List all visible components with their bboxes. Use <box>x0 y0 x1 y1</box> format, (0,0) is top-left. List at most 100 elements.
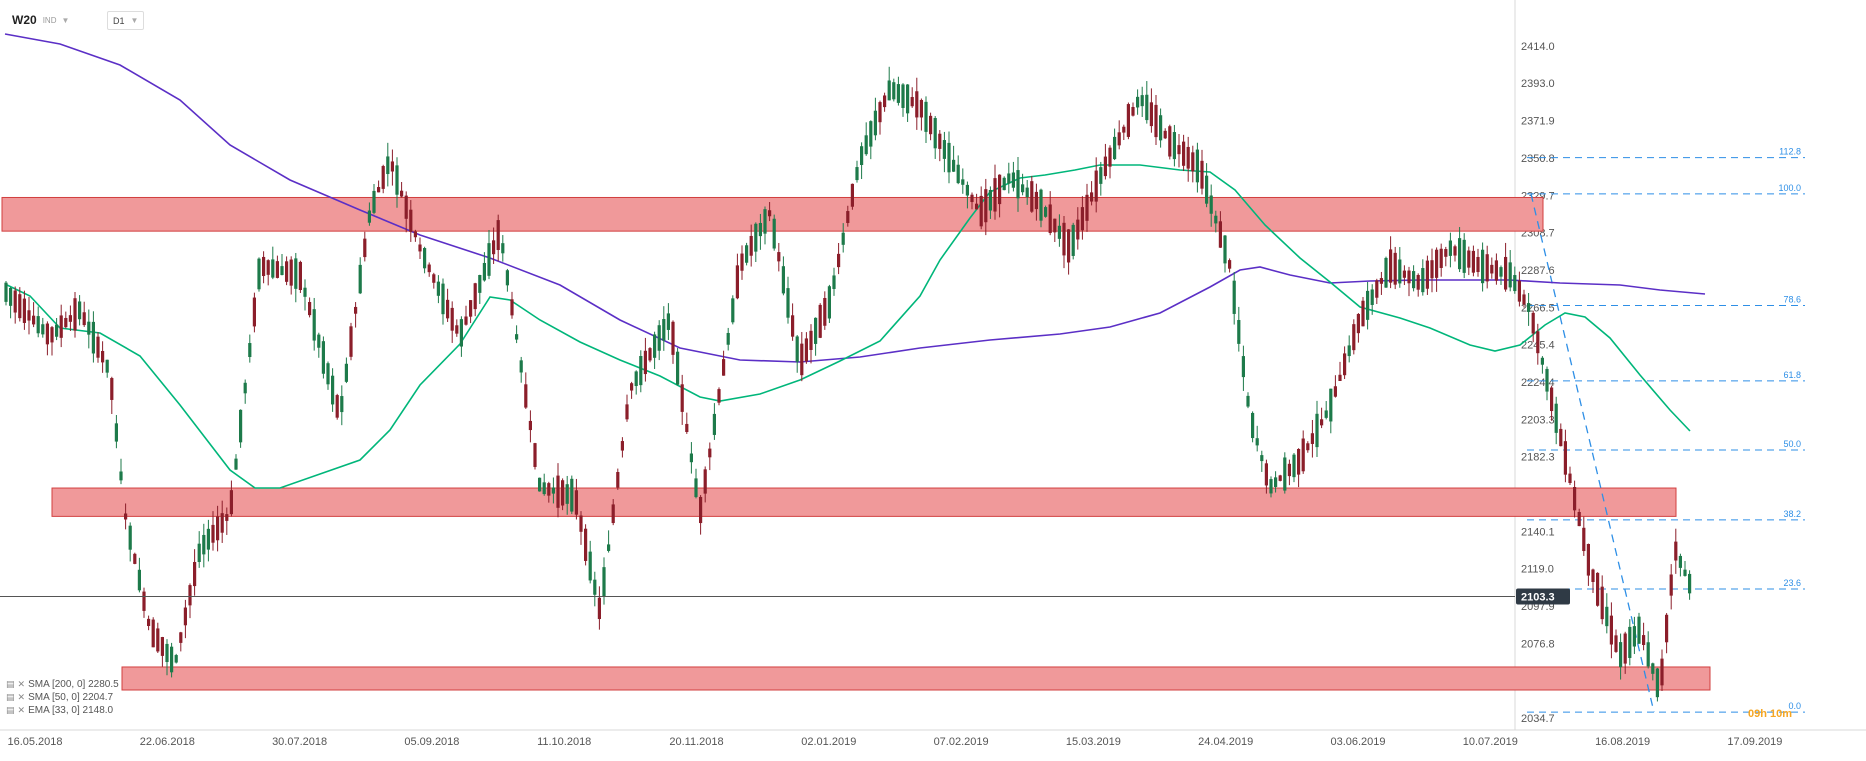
candle-body <box>257 258 261 290</box>
candle-body <box>754 223 758 252</box>
candle-body <box>584 528 588 561</box>
candle-body <box>1269 479 1273 494</box>
candle-body <box>745 245 749 263</box>
candle-body <box>740 253 744 271</box>
close-icon[interactable]: ✕ <box>17 679 26 689</box>
candle-body <box>418 244 422 252</box>
candle-body <box>395 165 399 195</box>
candle-body <box>1467 250 1471 268</box>
candle-body <box>1600 586 1604 620</box>
x-tick-label: 22.06.2018 <box>140 736 195 748</box>
candle-body <box>1191 152 1195 172</box>
candle-body <box>1241 356 1245 378</box>
candle-body <box>781 266 785 294</box>
sma200-line <box>4 33 1706 363</box>
candle-body <box>349 326 353 357</box>
candle-body <box>1370 289 1374 305</box>
candle-body <box>436 281 440 296</box>
legend-ema33[interactable]: ▤ ✕ EMA [33, 0] 2148.0 <box>6 704 119 717</box>
candle-body <box>211 524 215 543</box>
candle-body <box>519 360 523 373</box>
candle-body <box>1310 433 1314 444</box>
x-tick-label: 03.06.2019 <box>1330 736 1385 748</box>
candle-body <box>229 490 233 515</box>
legend-sma50[interactable]: ▤ ✕ SMA [50, 0] 2204.7 <box>6 691 119 704</box>
candle-body <box>1324 410 1328 418</box>
candle-body <box>823 297 827 326</box>
candle-body <box>1513 275 1517 292</box>
candle-body <box>818 304 822 338</box>
candle-body <box>1531 312 1535 334</box>
y-tick-label: 2034.7 <box>1521 713 1555 725</box>
candle-body <box>165 643 169 663</box>
candle-body <box>243 382 247 394</box>
y-tick-label: 2414.0 <box>1521 41 1555 53</box>
x-tick-label: 24.04.2019 <box>1198 736 1253 748</box>
candle-body <box>933 118 937 149</box>
candle-body <box>41 324 45 335</box>
candle-body <box>919 99 923 118</box>
symbol-name: W20 <box>12 13 37 27</box>
candle-body <box>1333 386 1337 397</box>
candle-body <box>423 248 427 269</box>
candle-body <box>1674 541 1678 561</box>
candle-body <box>1678 555 1682 568</box>
candle-body <box>1186 146 1190 169</box>
candle-body <box>726 332 730 345</box>
candle-body <box>763 209 767 234</box>
candle-body <box>390 161 394 172</box>
settings-icon[interactable]: ▤ <box>6 679 15 689</box>
candle-body <box>1159 115 1163 141</box>
candle-body <box>160 637 164 656</box>
candle-body <box>128 525 132 550</box>
candle-body <box>979 195 983 227</box>
candle-body <box>671 321 675 355</box>
candle-body <box>1021 184 1025 193</box>
x-tick-label: 11.10.2018 <box>537 736 591 748</box>
candle-body <box>317 334 321 348</box>
candle-body <box>459 319 463 347</box>
candle-body <box>1582 527 1586 552</box>
candle-body <box>1163 130 1167 139</box>
countdown-label: 09h 10m <box>1748 708 1792 720</box>
candle-body <box>363 238 367 258</box>
close-icon[interactable]: ✕ <box>17 692 26 702</box>
candle-body <box>32 315 36 325</box>
candle-body <box>64 317 68 328</box>
settings-icon[interactable]: ▤ <box>6 705 15 715</box>
candle-body <box>36 316 40 334</box>
candle-body <box>712 413 716 435</box>
x-tick-label: 02.01.2019 <box>801 736 856 748</box>
candle-body <box>27 310 31 321</box>
x-tick-label: 17.09.2019 <box>1727 736 1782 748</box>
candle-body <box>1499 267 1503 277</box>
candle-body <box>607 544 611 551</box>
candle-body <box>758 222 762 237</box>
candle-body <box>1301 438 1305 472</box>
chevron-down-icon[interactable]: ▼ <box>61 15 70 25</box>
candle-body <box>294 258 298 289</box>
candle-body <box>887 80 891 101</box>
legend-sma200[interactable]: ▤ ✕ SMA [200, 0] 2280.5 <box>6 678 119 691</box>
candle-body <box>1030 181 1034 212</box>
candle-body <box>358 264 362 294</box>
candle-body <box>1002 177 1006 191</box>
candle-body <box>1126 104 1130 137</box>
candle-body <box>1094 170 1098 202</box>
candle-body <box>1057 225 1061 239</box>
candle-body <box>381 166 385 189</box>
timeframe-select[interactable]: D1 ▼ <box>107 11 145 30</box>
candle-body <box>308 301 312 316</box>
settings-icon[interactable]: ▤ <box>6 692 15 702</box>
candle-body <box>703 469 707 494</box>
candle-body <box>1209 195 1213 214</box>
candle-body <box>662 319 666 341</box>
symbol-header[interactable]: W20 IND ▼ <box>12 11 69 29</box>
candle-body <box>1435 249 1439 278</box>
close-icon[interactable]: ✕ <box>17 705 26 715</box>
candle-body <box>1591 569 1595 582</box>
candle-body <box>1416 274 1420 290</box>
candle-body <box>942 140 946 159</box>
y-tick-label: 2119.0 <box>1521 564 1554 576</box>
x-tick-label: 07.02.2019 <box>934 736 989 748</box>
